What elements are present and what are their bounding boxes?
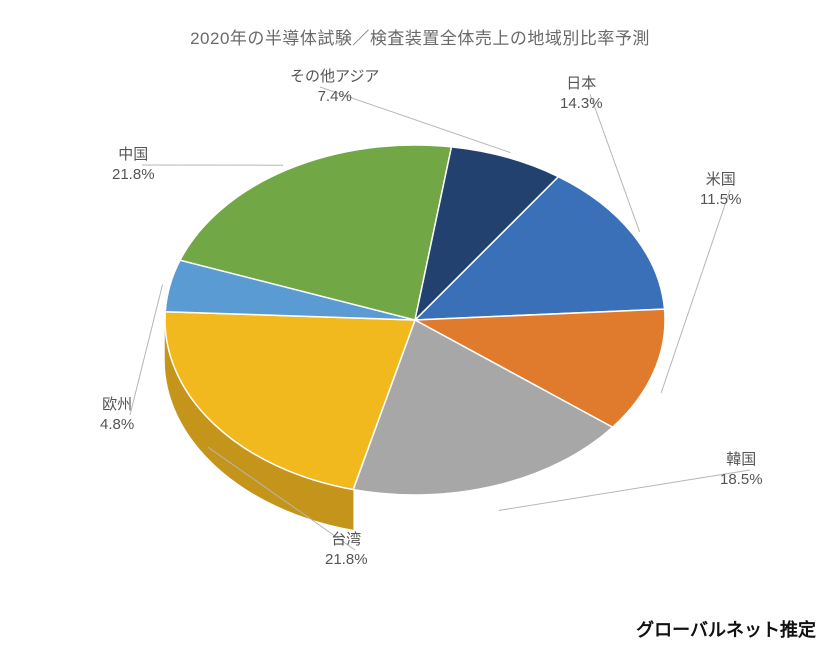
- slice-label-pct: 14.3%: [560, 94, 603, 114]
- slice-label-pct: 4.8%: [100, 415, 134, 435]
- slice-label: 米国 11.5%: [700, 170, 741, 211]
- slice-label: その他アジア 7.4%: [290, 67, 379, 108]
- leader-line: [661, 190, 730, 393]
- leader-line: [130, 285, 163, 415]
- slice-label-name: 米国: [706, 171, 736, 188]
- slice-label-pct: 7.4%: [290, 87, 379, 107]
- leader-line: [499, 470, 750, 510]
- slice-label-pct: 11.5%: [700, 190, 741, 210]
- pie-chart: [0, 0, 840, 658]
- slice-label-name: 欧州: [102, 396, 132, 413]
- slice-label-name: 韓国: [726, 451, 756, 468]
- slice-label: 中国 21.8%: [112, 145, 155, 186]
- pie-top: [165, 145, 665, 495]
- slice-label-pct: 21.8%: [325, 550, 368, 570]
- footer-note: グローバルネット推定: [636, 616, 816, 642]
- slice-label-pct: 18.5%: [720, 470, 763, 490]
- slice-label-name: その他アジア: [290, 68, 379, 85]
- slice-label: 日本 14.3%: [560, 74, 603, 115]
- slice-label-name: 日本: [566, 75, 596, 92]
- slice-label: 欧州 4.8%: [100, 395, 134, 436]
- slice-label: 台湾 21.8%: [325, 530, 368, 571]
- slice-label-name: 中国: [118, 146, 148, 163]
- slice-label: 韓国 18.5%: [720, 450, 763, 491]
- slice-label-pct: 21.8%: [112, 165, 155, 185]
- slice-label-name: 台湾: [331, 531, 361, 548]
